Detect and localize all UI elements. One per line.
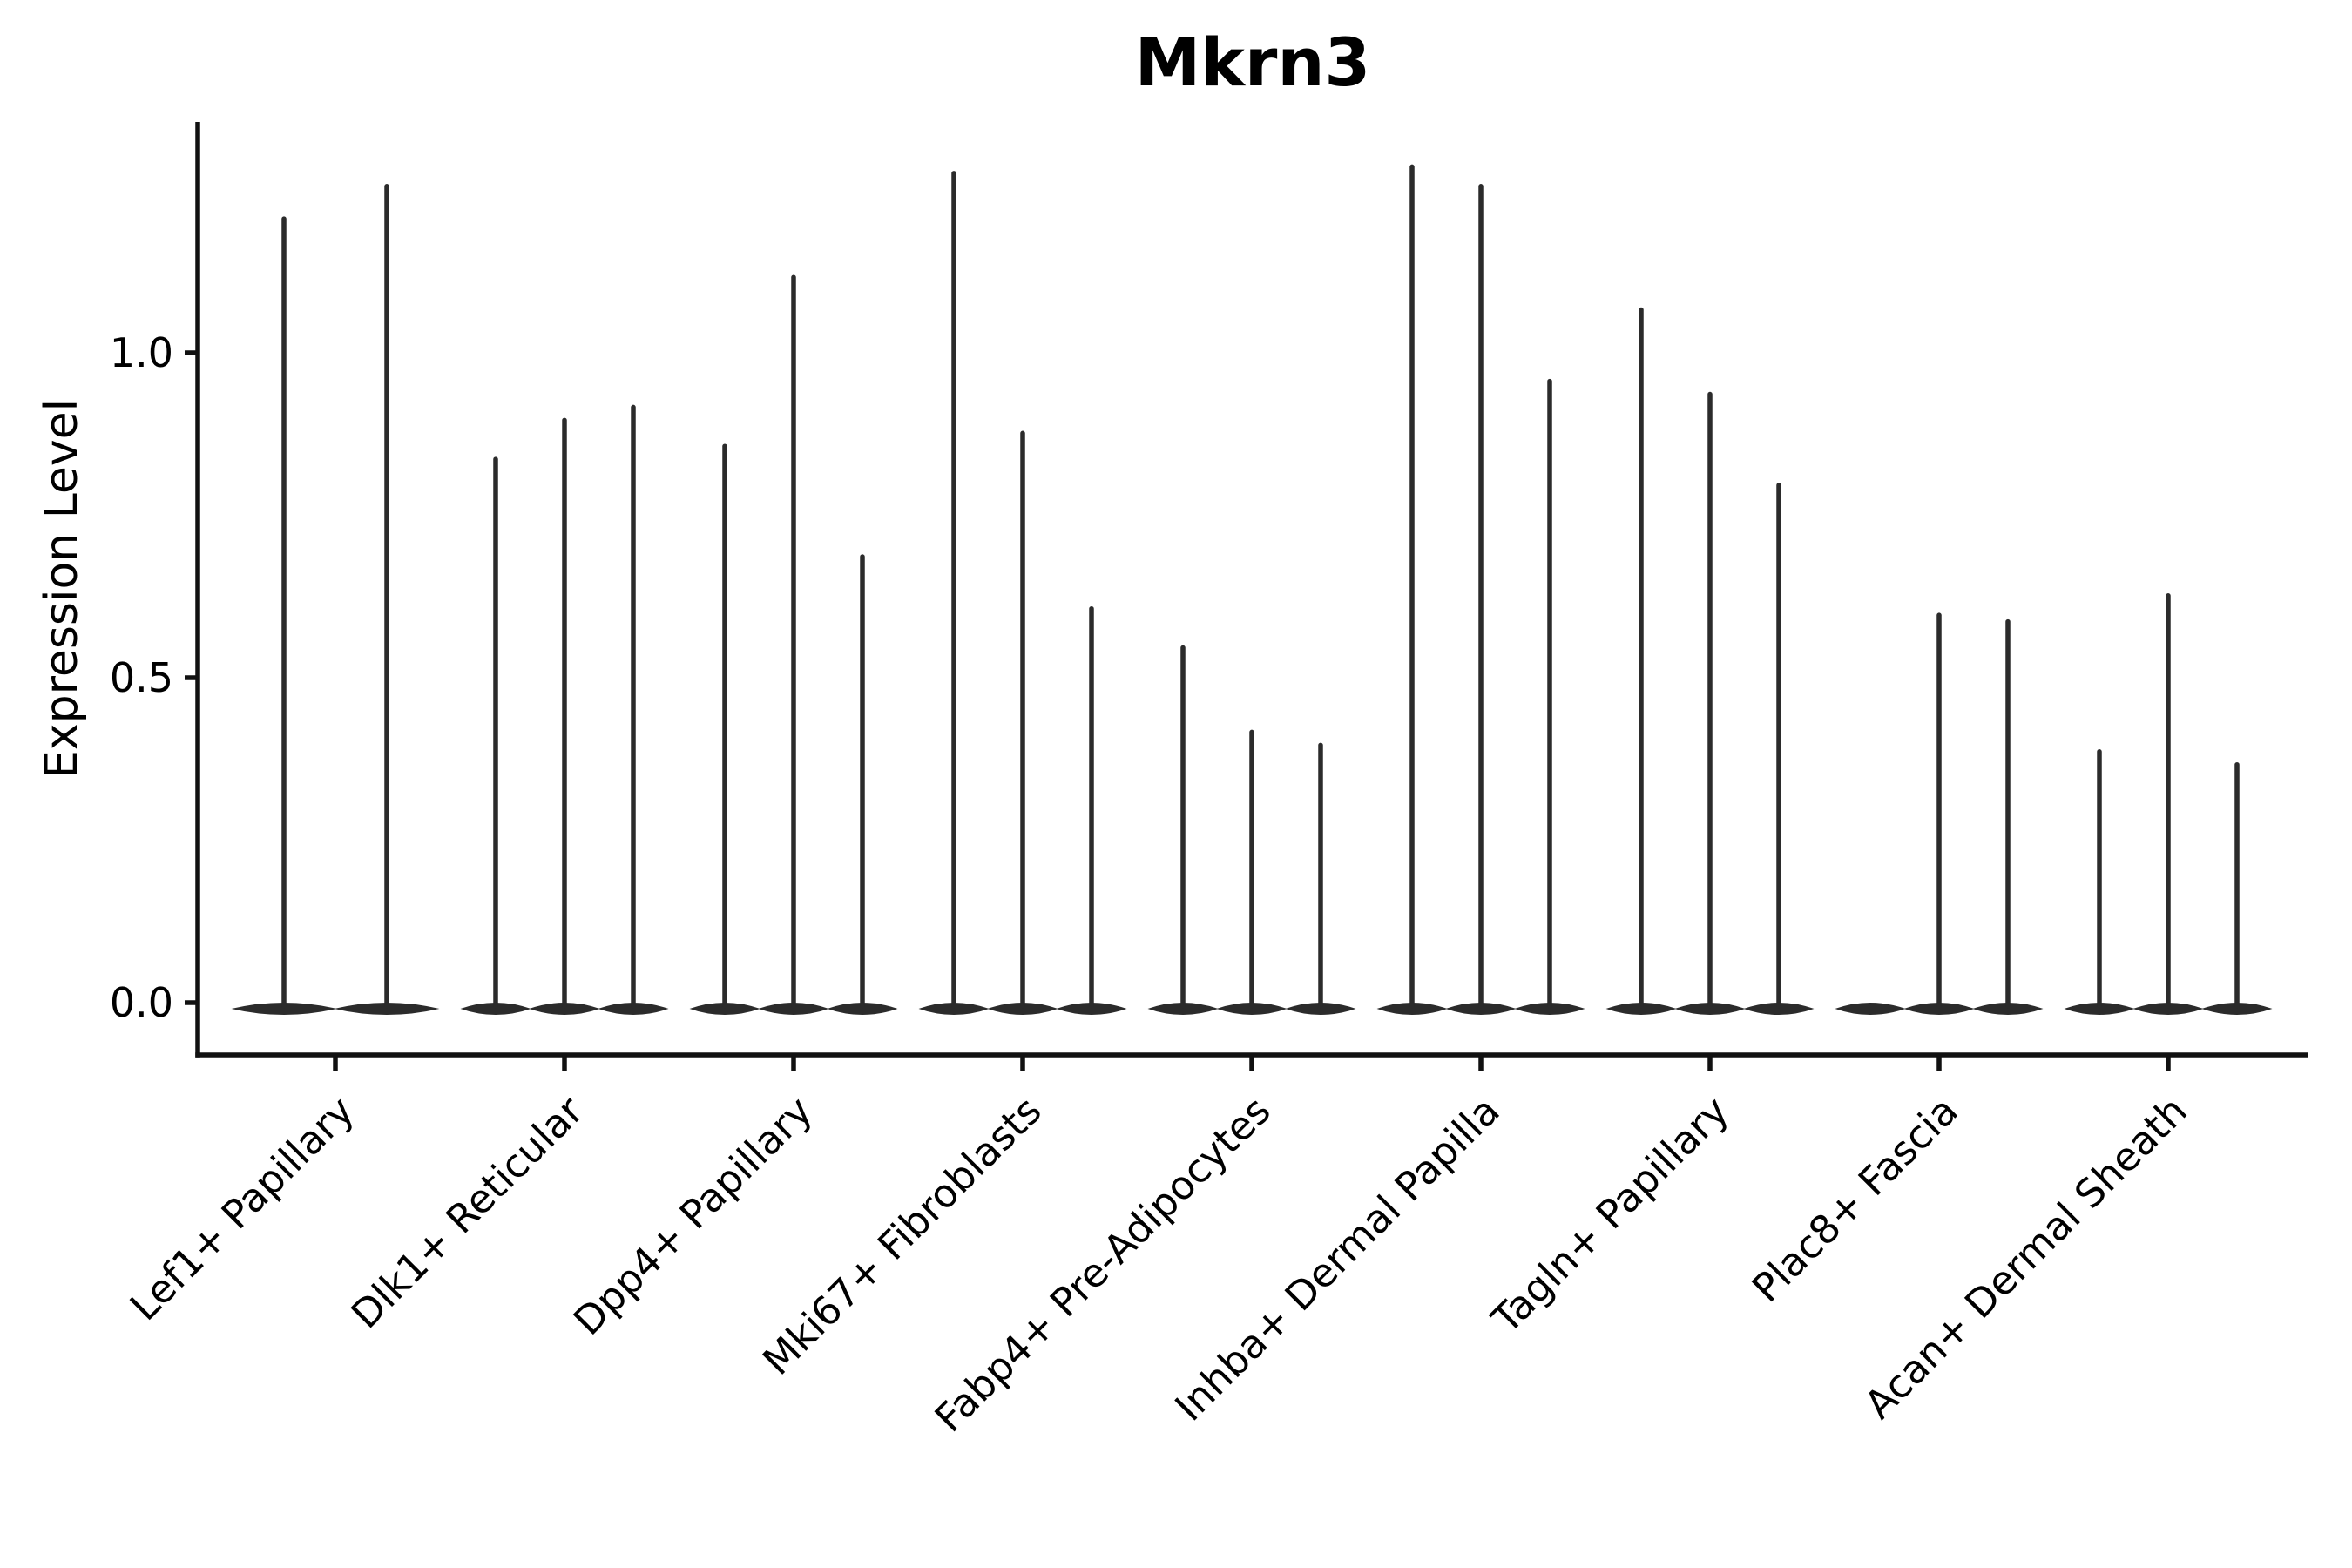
violin-spike bbox=[2234, 761, 2240, 1009]
x-tick-label: Dlk1+ Reticular bbox=[342, 1087, 592, 1337]
violin-spike bbox=[860, 554, 865, 1009]
violin-spike bbox=[2005, 618, 2011, 1009]
violin-spike bbox=[1089, 605, 1094, 1009]
violin-spike bbox=[1478, 184, 1484, 1010]
violin-spike bbox=[1180, 645, 1186, 1009]
y-tick-label: 0.0 bbox=[110, 979, 173, 1026]
violin-base bbox=[1835, 1003, 1906, 1015]
violin-spike bbox=[1707, 391, 1713, 1009]
y-tick-label: 0.5 bbox=[110, 654, 173, 701]
violin-spike bbox=[2097, 749, 2102, 1009]
violin-spike bbox=[1639, 307, 1644, 1009]
violin-spike bbox=[1318, 742, 1323, 1009]
violin-spike bbox=[1547, 378, 1552, 1010]
violin-spike bbox=[493, 456, 498, 1009]
plot-title: Mkrn3 bbox=[1135, 24, 1371, 101]
violin-spike bbox=[791, 274, 796, 1010]
violin-spike bbox=[281, 216, 287, 1010]
violin-spike bbox=[1409, 164, 1415, 1009]
y-tick-label: 1.0 bbox=[110, 329, 173, 376]
violin-spike bbox=[1776, 483, 1781, 1009]
violin-spike bbox=[562, 417, 567, 1010]
violin-spike bbox=[1020, 430, 1025, 1009]
violin-spike bbox=[722, 443, 727, 1009]
x-tick-label: Lef1+ Papillary bbox=[121, 1087, 363, 1329]
x-tick-label: Tagln+ Papillary bbox=[1483, 1087, 1738, 1342]
violin-spike bbox=[1249, 729, 1254, 1009]
violin-spike bbox=[1936, 612, 1942, 1009]
y-axis-label: Expression Level bbox=[36, 399, 88, 779]
violin-spike bbox=[384, 184, 389, 1010]
violin-spike bbox=[951, 171, 956, 1009]
violin-spike bbox=[2166, 593, 2171, 1009]
violin-spike bbox=[631, 404, 636, 1009]
x-tick-label: Dpp4+ Papillary bbox=[564, 1087, 821, 1344]
x-tick-label: Plac8+ Fascia bbox=[1743, 1087, 1967, 1311]
